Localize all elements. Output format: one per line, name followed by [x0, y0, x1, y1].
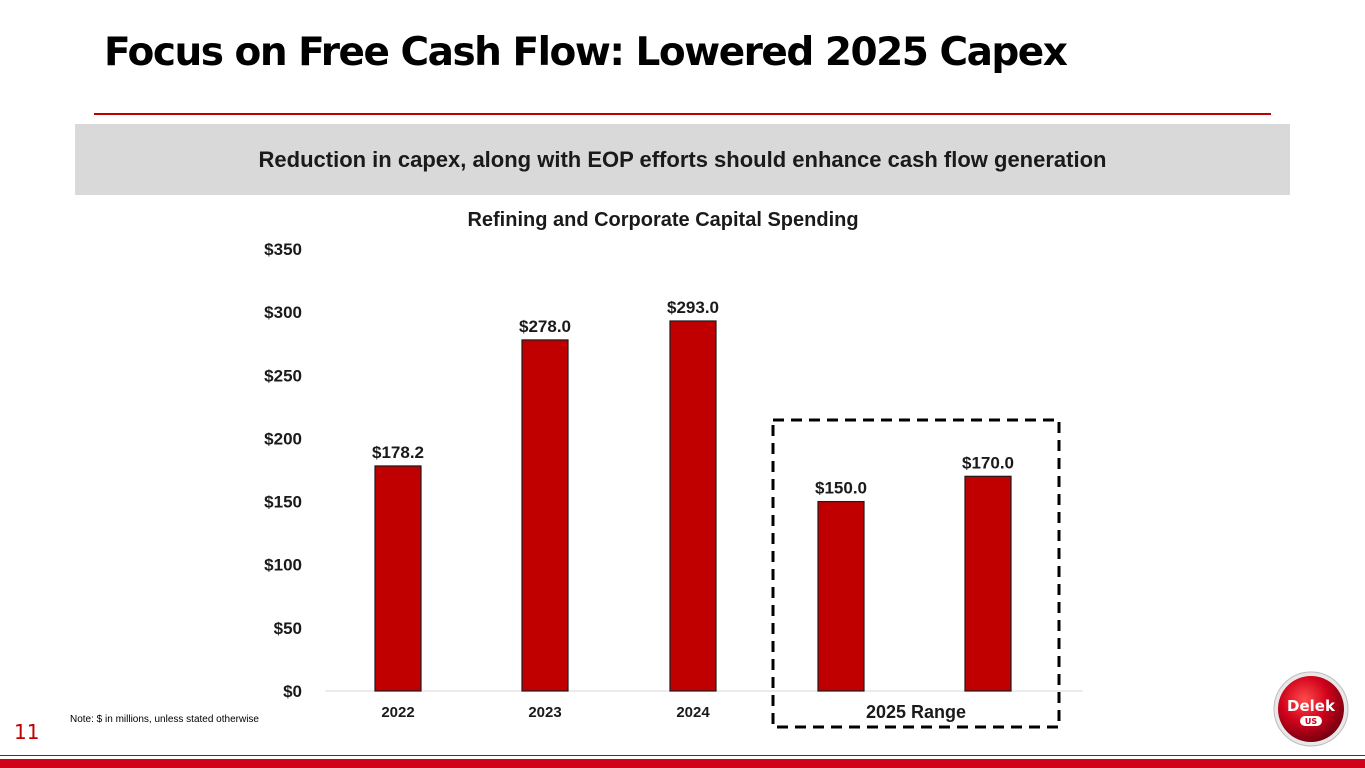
- range-highlight-box: [771, 418, 1061, 729]
- x-tick-label: 2023: [528, 704, 561, 721]
- bars-group: [374, 320, 1012, 692]
- bar: [374, 465, 422, 692]
- logo-subtext: US: [1305, 717, 1317, 726]
- title-divider: [94, 113, 1271, 115]
- x-tick-label: 2022: [381, 704, 414, 721]
- footer-rule-thick: [0, 759, 1365, 768]
- page-number: 11: [14, 720, 40, 744]
- bar-data-label: $150.0: [815, 479, 867, 498]
- range-label: 2025 Range: [866, 702, 966, 722]
- bar: [521, 339, 569, 692]
- data-labels-group: $178.2 $278.0 $293.0 $150.0 $170.0: [372, 298, 1014, 498]
- bar: [669, 320, 717, 692]
- summary-banner: Reduction in capex, along with EOP effor…: [75, 124, 1290, 195]
- chart-title: Refining and Corporate Capital Spending: [467, 209, 858, 231]
- footnote: Note: $ in millions, unless stated other…: [70, 714, 259, 725]
- bar-data-label: $278.0: [519, 317, 571, 336]
- y-tick-label: $150: [264, 493, 302, 512]
- y-tick-label: $100: [264, 556, 302, 575]
- logo-text: Delek: [1287, 697, 1336, 715]
- banner-text: Reduction in capex, along with EOP effor…: [258, 146, 1107, 172]
- y-axis: $0 $50 $100 $150 $200 $250 $300 $350: [264, 240, 302, 701]
- y-tick-label: $50: [274, 619, 302, 638]
- y-tick-label: $200: [264, 429, 302, 448]
- bar-data-label: $293.0: [667, 298, 719, 317]
- y-tick-label: $300: [264, 303, 302, 322]
- x-tick-label: 2024: [676, 704, 710, 721]
- bar: [964, 475, 1012, 692]
- bar-data-label: $170.0: [962, 453, 1014, 472]
- delek-logo: Delek US: [1273, 671, 1349, 747]
- slide-title: Focus on Free Cash Flow: Lowered 2025 Ca…: [104, 30, 1068, 75]
- y-tick-label: $350: [264, 240, 302, 259]
- y-tick-label: $250: [264, 366, 302, 385]
- y-tick-label: $0: [283, 682, 302, 701]
- footer-rule-thin: [0, 755, 1365, 756]
- bar-data-label: $178.2: [372, 443, 424, 462]
- bar: [817, 500, 865, 692]
- x-axis: 2022 2023 2024: [381, 704, 710, 721]
